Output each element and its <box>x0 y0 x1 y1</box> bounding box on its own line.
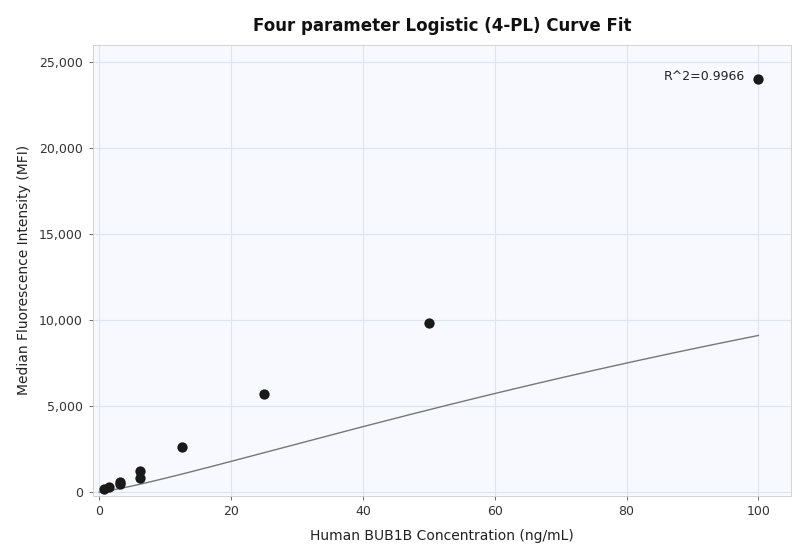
Point <box>258 389 271 398</box>
X-axis label: Human BUB1B Concentration (ng/mL): Human BUB1B Concentration (ng/mL) <box>310 529 574 543</box>
Point <box>134 467 147 476</box>
Point <box>423 319 436 328</box>
Point <box>113 478 126 487</box>
Text: R^2=0.9966: R^2=0.9966 <box>664 71 745 83</box>
Point <box>175 443 188 452</box>
Point <box>98 485 111 494</box>
Point <box>103 483 116 492</box>
Point <box>752 74 765 83</box>
Point <box>113 480 126 489</box>
Point <box>134 473 147 482</box>
Y-axis label: Median Fluorescence Intensity (MFI): Median Fluorescence Intensity (MFI) <box>17 145 31 395</box>
Title: Four parameter Logistic (4-PL) Curve Fit: Four parameter Logistic (4-PL) Curve Fit <box>253 17 631 35</box>
